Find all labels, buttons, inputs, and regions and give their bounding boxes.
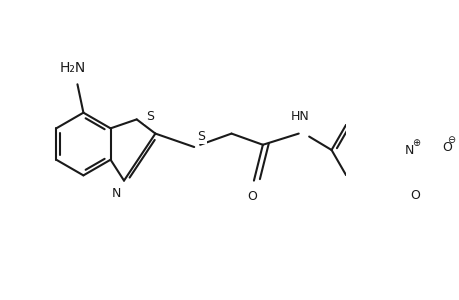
Text: ⊖: ⊖ (446, 135, 454, 145)
Text: HN: HN (290, 110, 309, 123)
Text: H₂N: H₂N (60, 61, 86, 75)
Text: N: N (112, 187, 121, 200)
Text: O: O (441, 140, 451, 154)
Text: O: O (409, 189, 419, 202)
Text: ⊕: ⊕ (411, 138, 419, 148)
Text: N: N (403, 143, 413, 157)
Text: O: O (247, 190, 257, 202)
Text: S: S (197, 130, 205, 142)
Text: S: S (146, 110, 153, 123)
